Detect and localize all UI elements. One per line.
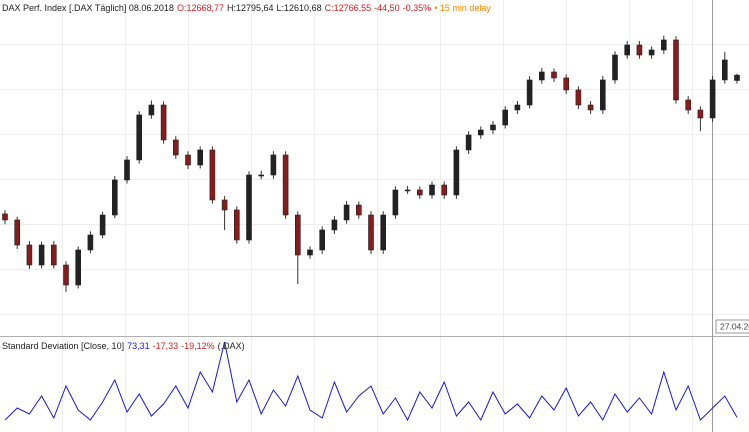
candle-body bbox=[575, 89, 582, 106]
candle-body bbox=[368, 214, 374, 251]
candle-body bbox=[612, 54, 618, 81]
candle-body bbox=[465, 134, 472, 151]
legend-part: 73,31 bbox=[127, 341, 150, 351]
candle-body bbox=[551, 71, 557, 79]
candle-body bbox=[502, 109, 509, 126]
candle-body bbox=[258, 174, 265, 177]
legend-part: -19,12% bbox=[181, 341, 215, 351]
candle-body bbox=[282, 154, 289, 216]
legend-part: (.DAX) bbox=[217, 341, 245, 351]
candle-body bbox=[453, 149, 460, 196]
indicator-legend: Standard Deviation [Close, 10] 73,31 -17,3… bbox=[2, 341, 248, 352]
candle-body bbox=[380, 214, 387, 251]
crosshair-label: 27.04.20 bbox=[720, 321, 749, 331]
candle-body bbox=[721, 59, 728, 81]
candle-body bbox=[734, 74, 740, 81]
candle-body bbox=[587, 104, 594, 111]
candle-body bbox=[709, 79, 716, 119]
candle-body bbox=[355, 204, 362, 216]
candle-body bbox=[526, 79, 533, 106]
candle-body bbox=[148, 104, 155, 116]
legend-part: -0,35% bbox=[402, 3, 432, 13]
candle-body bbox=[624, 44, 631, 56]
candle-body bbox=[14, 219, 20, 246]
candle-body bbox=[685, 99, 692, 111]
legend-part: O:12668,77 bbox=[176, 3, 224, 13]
candle-body bbox=[441, 184, 448, 196]
legend-part: DAX Perf. Index [.DAX Täglich] 08.06.201… bbox=[2, 3, 174, 13]
candle-body bbox=[209, 149, 216, 201]
candle-body bbox=[563, 77, 570, 91]
candle-body bbox=[160, 104, 167, 141]
indicator-grid bbox=[0, 337, 749, 432]
candle-body bbox=[87, 234, 94, 251]
candle-body bbox=[112, 179, 118, 216]
candle-body bbox=[429, 184, 435, 196]
legend-part: -44,50 bbox=[374, 3, 400, 13]
candle-body bbox=[50, 244, 57, 266]
candle-body bbox=[173, 139, 179, 156]
candle-body bbox=[319, 229, 326, 251]
candle-body bbox=[673, 39, 679, 101]
candle-body bbox=[331, 219, 338, 231]
candle-body bbox=[294, 214, 301, 256]
legend-part: • 15 min delay bbox=[434, 3, 491, 13]
candle-body bbox=[477, 129, 484, 136]
legend-part: C:12766,55 bbox=[324, 3, 372, 13]
candle-body bbox=[221, 199, 228, 211]
candle-body bbox=[538, 71, 545, 81]
legend-part: L:12610,68 bbox=[276, 3, 322, 13]
candle-body bbox=[124, 159, 130, 181]
candle-body bbox=[63, 264, 69, 286]
candle-body bbox=[599, 79, 606, 111]
price-legend: DAX Perf. Index [.DAX Täglich] 08.06.201… bbox=[2, 3, 494, 14]
legend-part: Standard Deviation [Close, 10] bbox=[2, 341, 125, 351]
candle-body bbox=[660, 39, 667, 51]
candle-body bbox=[404, 189, 411, 192]
candle-body bbox=[38, 244, 45, 266]
candle-body bbox=[343, 204, 350, 221]
candle-body bbox=[185, 154, 191, 166]
legend-part: H:12795,64 bbox=[226, 3, 274, 13]
candle-body bbox=[490, 124, 496, 131]
candle-body bbox=[697, 109, 704, 119]
candle-body bbox=[416, 189, 423, 196]
candle-body bbox=[270, 154, 277, 176]
candle-body bbox=[197, 149, 203, 166]
candle-body bbox=[26, 244, 33, 266]
candle-body bbox=[648, 49, 655, 56]
legend-part: -17,33 bbox=[152, 341, 179, 351]
candle-body bbox=[75, 249, 81, 286]
candle-body bbox=[246, 174, 252, 241]
candle-body bbox=[136, 114, 142, 161]
candle-body bbox=[234, 209, 240, 241]
candle-body bbox=[392, 189, 399, 216]
candle-body bbox=[307, 249, 313, 256]
indicator-line bbox=[4, 341, 738, 422]
candle-body bbox=[636, 44, 643, 56]
candle-body bbox=[514, 104, 521, 111]
candle-body bbox=[99, 214, 106, 236]
candle-body bbox=[2, 213, 8, 221]
crosshair-label-box bbox=[715, 319, 749, 334]
